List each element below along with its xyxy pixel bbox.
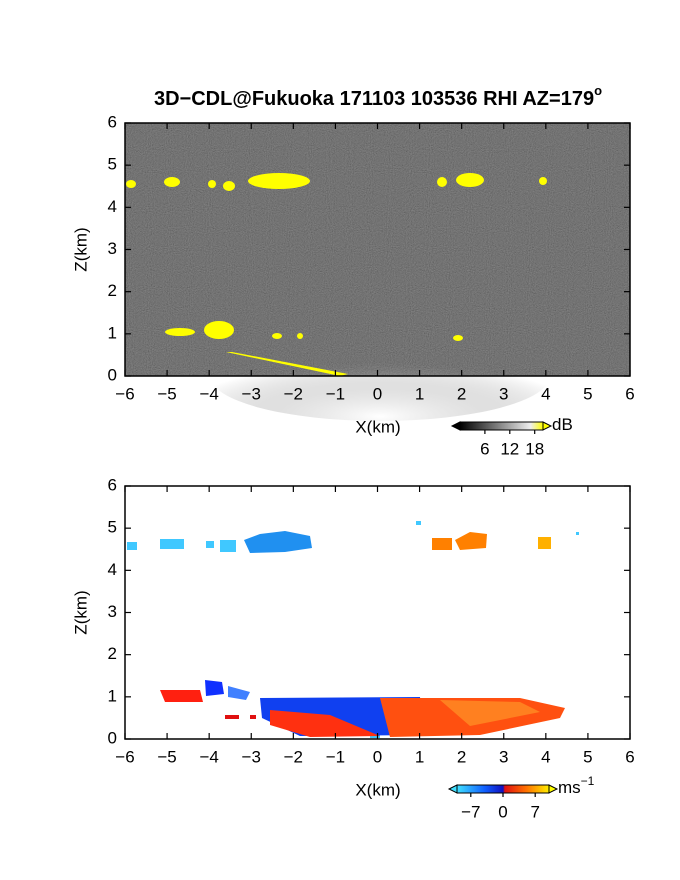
x-tick-label: 0	[373, 384, 382, 403]
x-tick-label: 1	[415, 384, 424, 403]
y-tick-label: 0	[108, 365, 117, 384]
x-tick-label: −1	[326, 384, 345, 403]
colorbar	[456, 784, 550, 794]
y-tick-label: 3	[108, 602, 117, 621]
unit-superscript: −1	[581, 774, 595, 788]
x-tick-label: 1	[415, 747, 424, 766]
colorbar-tick-label: 18	[525, 439, 544, 458]
chart-title: 3D−CDL@Fukuoka 171103 103536 RHI AZ=179o	[154, 83, 602, 110]
x-tick-label: −5	[157, 747, 176, 766]
velocity-image	[127, 521, 579, 738]
colorbar-tick-label: 12	[500, 439, 519, 458]
x-tick-label: 3	[499, 747, 508, 766]
colorbar-tick-label: 7	[530, 802, 539, 821]
backscatter-image	[125, 123, 630, 421]
y-tick-label: 2	[108, 644, 117, 663]
x-tick-label: −2	[284, 384, 303, 403]
y-tick-label: 4	[108, 197, 117, 216]
colorbar-tick-label: −7	[461, 802, 480, 821]
x-tick-label: −6	[115, 747, 134, 766]
title-superscript: o	[594, 83, 602, 98]
y-tick-label: 5	[108, 518, 117, 537]
x-tick-label: 3	[499, 384, 508, 403]
y-tick-label: 1	[108, 323, 117, 342]
colorbar-tick-label: 0	[498, 802, 507, 821]
x-tick-label: −1	[326, 747, 345, 766]
x-tick-label: −3	[242, 747, 261, 766]
x-tick-label: −4	[199, 747, 218, 766]
colorbar-arrow	[548, 784, 559, 794]
colorbar-arrow	[542, 421, 553, 431]
y-tick-label: 4	[108, 560, 117, 579]
x-tick-label: 4	[541, 747, 550, 766]
x-tick-label: 4	[541, 384, 550, 403]
colorbar-arrow	[447, 784, 458, 794]
x-tick-label: −2	[284, 747, 303, 766]
y-tick-label: 5	[108, 155, 117, 174]
x-tick-label: 2	[457, 384, 466, 403]
x-tick-label: 6	[625, 747, 634, 766]
y-axis-label: Z(km)	[71, 227, 90, 271]
y-tick-label: 0	[108, 728, 117, 747]
colorbar-unit: dB	[552, 415, 573, 434]
x-tick-label: 5	[583, 747, 592, 766]
x-tick-label: −3	[242, 384, 261, 403]
x-axis-label: X(km)	[355, 417, 400, 436]
unit-text: dB	[552, 415, 573, 434]
x-tick-label: 5	[583, 384, 592, 403]
x-axis-label: X(km)	[355, 780, 400, 799]
colorbar-arrow	[450, 421, 461, 431]
x-tick-label: 0	[373, 747, 382, 766]
x-tick-label: −6	[115, 384, 134, 403]
colorbar-unit: ms−1	[558, 774, 595, 797]
x-tick-label: 2	[457, 747, 466, 766]
x-tick-label: 6	[625, 384, 634, 403]
y-tick-label: 3	[108, 239, 117, 258]
y-tick-label: 6	[108, 475, 117, 494]
x-tick-label: −4	[199, 384, 218, 403]
x-tick-label: −5	[157, 384, 176, 403]
title-text: 3D−CDL@Fukuoka 171103 103536 RHI AZ=179	[154, 88, 594, 110]
y-tick-label: 1	[108, 686, 117, 705]
y-axis-label: Z(km)	[71, 590, 90, 634]
unit-text: ms	[558, 778, 581, 797]
y-tick-label: 2	[108, 281, 117, 300]
colorbar	[459, 421, 544, 431]
y-tick-label: 6	[108, 112, 117, 131]
colorbar-tick-label: 6	[480, 439, 489, 458]
